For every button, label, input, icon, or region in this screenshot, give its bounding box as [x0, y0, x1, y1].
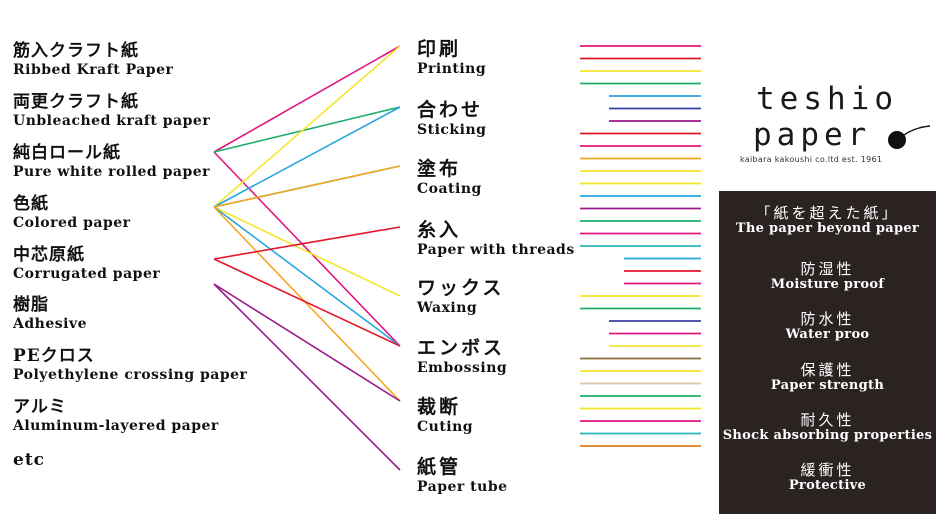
- connection-line: [213, 106, 401, 153]
- process-en-label: Cuting: [417, 418, 474, 435]
- feature-item: 緩衝性 Protective: [719, 461, 936, 494]
- process-en-label: Paper tube: [417, 478, 508, 495]
- process-item: 紙管 Paper tube: [417, 456, 508, 495]
- connection-line: [213, 45, 401, 153]
- process-item: ワックス Waxing: [417, 277, 505, 316]
- process-item: 糸入 Paper with threads: [417, 219, 575, 258]
- material-en-label: Aluminum-layered paper: [13, 417, 219, 434]
- material-jp-label: 筋入クラフト紙: [13, 41, 139, 61]
- material-jp-label: 両更クラフト紙: [13, 92, 139, 112]
- process-jp-label: 糸入: [417, 219, 462, 241]
- material-item: etc: [13, 450, 46, 471]
- material-item: 両更クラフト紙 Unbleached kraft paper: [13, 92, 211, 129]
- connection-line: [213, 45, 401, 208]
- material-en-label: Colored paper: [13, 214, 131, 231]
- connection-line: [213, 226, 401, 260]
- feature-en-label: Shock absorbing properties: [722, 428, 933, 444]
- feature-item: 防湿性 Moisture proof: [719, 260, 936, 293]
- feature-en-label: Paper strength: [770, 378, 885, 394]
- material-en-label: Ribbed Kraft Paper: [13, 61, 174, 78]
- connection-line: [213, 206, 401, 297]
- feature-en-label: Water proo: [785, 327, 870, 343]
- material-jp-label: 色紙: [13, 194, 49, 214]
- material-jp-label: 中芯原紙: [13, 245, 85, 265]
- connection-line: [213, 283, 401, 402]
- feature-jp-label: 「紙を超えた紙」: [755, 204, 900, 222]
- material-item: 色紙 Colored paper: [13, 194, 131, 231]
- material-item: 筋入クラフト紙 Ribbed Kraft Paper: [13, 41, 174, 78]
- feature-jp-label: 防水性: [800, 310, 855, 328]
- material-item: PEクロス Polyethylene crossing paper: [13, 346, 248, 383]
- material-jp-label: etc: [13, 450, 46, 470]
- feature-jp-label: 耐久性: [800, 411, 855, 429]
- feature-item: 防水性 Water proo: [719, 310, 936, 343]
- feature-item: 保護性 Paper strength: [719, 361, 936, 394]
- feature-jp-label: 緩衝性: [800, 461, 855, 479]
- process-en-label: Waxing: [417, 299, 478, 316]
- feature-en-label: Moisture proof: [770, 277, 885, 293]
- process-en-label: Paper with threads: [417, 241, 575, 258]
- material-en-label: Unbleached kraft paper: [13, 112, 211, 129]
- process-item: エンボス Embossing: [417, 337, 508, 376]
- process-item: 裁断 Cuting: [417, 396, 474, 435]
- material-jp-label: PEクロス: [13, 346, 95, 366]
- connection-line: [213, 165, 401, 208]
- material-jp-label: 樹脂: [13, 295, 49, 315]
- connection-line: [213, 106, 401, 208]
- logo-tagline: kaibara kakoushi co.ltd est. 1961: [740, 155, 883, 164]
- connection-line: [213, 206, 401, 402]
- connection-line: [213, 151, 401, 347]
- process-item: 塗布 Coating: [417, 158, 482, 197]
- connection-line: [213, 206, 401, 347]
- connection-line: [213, 283, 401, 471]
- process-jp-label: エンボス: [417, 337, 506, 359]
- material-item: アルミ Aluminum-layered paper: [13, 397, 219, 434]
- material-item: 中芯原紙 Corrugated paper: [13, 245, 161, 282]
- process-en-label: Printing: [417, 60, 487, 77]
- feature-jp-label: 防湿性: [800, 260, 855, 278]
- material-en-label: Adhesive: [13, 315, 87, 332]
- process-en-label: Sticking: [417, 121, 487, 138]
- process-item: 合わせ Sticking: [417, 99, 487, 138]
- material-jp-label: アルミ: [13, 397, 67, 417]
- feature-en-label: Protective: [788, 478, 867, 494]
- feature-jp-label: 保護性: [800, 361, 855, 379]
- teshio-paper-logo: teshio paper kaibara kakoushi co.ltd est…: [738, 84, 938, 170]
- process-item: 印刷 Printing: [417, 38, 487, 77]
- logo-dot-icon: [888, 131, 906, 149]
- process-en-label: Embossing: [417, 359, 508, 376]
- process-jp-label: ワックス: [417, 277, 505, 299]
- material-item: 樹脂 Adhesive: [13, 295, 87, 332]
- connection-line: [213, 258, 401, 347]
- logo-swoosh-icon: [897, 125, 931, 141]
- process-en-label: Coating: [417, 180, 482, 197]
- material-en-label: Pure white rolled paper: [13, 163, 211, 180]
- material-jp-label: 純白ロール紙: [13, 143, 121, 163]
- material-item: 純白ロール紙 Pure white rolled paper: [13, 143, 211, 180]
- features-panel: 「紙を超えた紙」 The paper beyond paper 防湿性 Mois…: [719, 191, 936, 514]
- feature-item: 「紙を超えた紙」 The paper beyond paper: [719, 204, 936, 237]
- process-jp-label: 印刷: [417, 38, 462, 60]
- material-en-label: Corrugated paper: [13, 265, 161, 282]
- material-en-label: Polyethylene crossing paper: [13, 366, 248, 383]
- logo-word-teshio: teshio: [756, 81, 898, 117]
- feature-en-label: The paper beyond paper: [735, 221, 920, 237]
- process-jp-label: 合わせ: [417, 99, 484, 121]
- process-jp-label: 塗布: [417, 158, 462, 180]
- feature-item: 耐久性 Shock absorbing properties: [719, 411, 936, 444]
- process-jp-label: 紙管: [417, 456, 462, 478]
- process-jp-label: 裁断: [417, 396, 462, 418]
- logo-word-paper: paper: [753, 117, 872, 153]
